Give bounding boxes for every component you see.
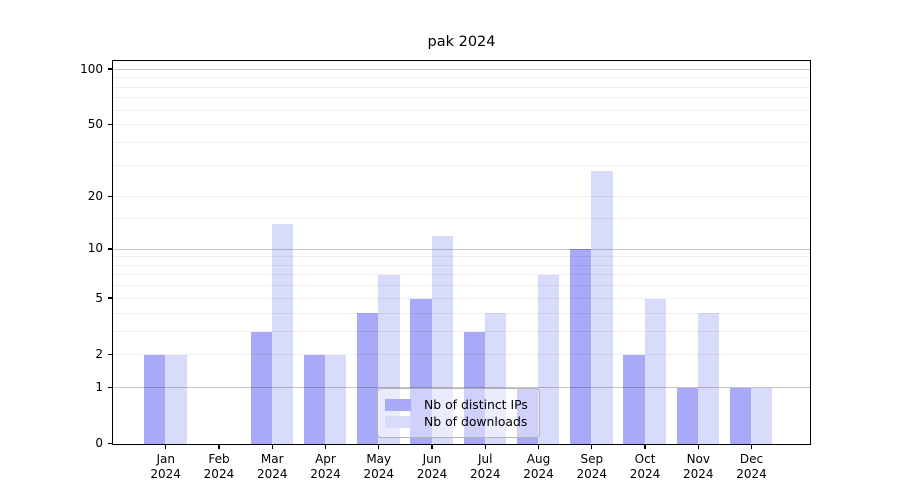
y-tick-100: [108, 68, 112, 70]
x-tick-jan: [165, 445, 167, 449]
gridline-minor-30: [113, 164, 810, 166]
bar-apr-downloads: [325, 354, 347, 444]
bar-jan-downloads: [165, 354, 187, 444]
gridline-minor-8: [113, 264, 810, 266]
y-tick-label-0: 0: [95, 436, 103, 451]
gridline-minor-3: [113, 330, 810, 332]
y-tick-50: [108, 123, 112, 126]
x-tick-aug: [537, 445, 540, 449]
x-tick-label-nov: Nov 2024: [683, 452, 714, 481]
y-tick-20: [108, 195, 112, 198]
bar-mar-distinct-ips: [250, 331, 272, 444]
x-tick-jul: [484, 445, 486, 449]
bar-sep-downloads: [591, 170, 613, 444]
x-tick-label-apr: Apr 2024: [310, 452, 341, 481]
y-tick-label-100: 100: [80, 61, 103, 76]
legend-row-distinct-ips: Nb of distinct IPs: [385, 396, 528, 413]
legend: Nb of distinct IPs Nb of downloads: [377, 388, 540, 438]
bar-jul-distinct-ips: [463, 331, 485, 444]
gridline-major-100: [113, 68, 810, 70]
bar-may-distinct-ips: [357, 313, 379, 444]
plot-area: [112, 60, 811, 445]
x-tick-oct: [644, 445, 646, 449]
legend-label-downloads: Nb of downloads: [424, 414, 528, 429]
gridline-minor-2: [113, 354, 810, 356]
x-tick-dec: [750, 445, 753, 449]
gridline-minor-5: [113, 297, 810, 299]
gridline-minor-70: [113, 97, 810, 99]
x-tick-label-oct: Oct 2024: [629, 452, 661, 481]
y-tick-label-2: 2: [95, 346, 103, 361]
x-tick-label-sep: Sep 2024: [576, 452, 608, 481]
x-tick-label-jul: Jul 2024: [469, 452, 501, 481]
x-tick-label-mar: Mar 2024: [256, 452, 288, 481]
bar-oct-distinct-ips: [623, 354, 645, 444]
x-tick-may: [378, 445, 380, 449]
bar-aug-distinct-ips: [516, 387, 539, 444]
y-tick-label-10: 10: [87, 241, 103, 256]
gridline-minor-80: [113, 86, 810, 88]
x-tick-label-dec: Dec 2024: [736, 452, 767, 481]
y-tick-2: [108, 353, 112, 356]
y-tick-label-5: 5: [95, 290, 103, 305]
gridline-minor-6: [113, 285, 810, 287]
legend-row-downloads: Nb of downloads: [385, 413, 528, 430]
x-tick-label-feb: Feb 2024: [203, 452, 235, 481]
gridline-minor-90: [113, 77, 810, 79]
gridline-major-10: [113, 248, 810, 250]
gridline-minor-4: [113, 312, 810, 314]
y-tick-1: [108, 386, 112, 389]
legend-label-distinct-ips: Nb of distinct IPs: [424, 397, 528, 412]
x-tick-label-may: May 2024: [363, 452, 394, 481]
gridline-minor-40: [113, 141, 810, 143]
gridline-major-1: [113, 386, 810, 388]
x-tick-label-jun: Jun 2024: [416, 452, 448, 481]
bar-mar-downloads: [271, 224, 294, 444]
y-tick-5: [108, 297, 112, 299]
x-tick-nov: [697, 445, 699, 449]
y-tick-label-1: 1: [95, 379, 103, 394]
gridline-minor-15: [113, 218, 810, 220]
gridline-minor-60: [113, 109, 810, 111]
x-tick-feb: [218, 445, 220, 449]
bar-jan-distinct-ips: [144, 354, 166, 444]
bar-dec-downloads: [751, 387, 773, 444]
x-tick-mar: [271, 445, 273, 449]
bar-jun-downloads: [431, 235, 453, 444]
bar-jun-distinct-ips: [410, 298, 432, 444]
x-tick-apr: [324, 445, 327, 449]
bar-apr-distinct-ips: [303, 354, 326, 444]
legend-swatch-distinct-ips: [385, 398, 411, 411]
legend-swatch-downloads: [385, 415, 411, 428]
bar-nov-distinct-ips: [676, 387, 698, 444]
y-tick-0: [108, 442, 112, 445]
x-tick-label-jan: Jan 2024: [150, 452, 181, 481]
bar-oct-downloads: [644, 298, 666, 444]
y-tick-10: [108, 248, 112, 250]
x-tick-sep: [591, 445, 593, 449]
gridline-minor-7: [113, 274, 810, 276]
y-tick-label-20: 20: [87, 189, 103, 204]
bar-dec-distinct-ips: [729, 387, 752, 444]
bar-sep-distinct-ips: [570, 249, 592, 444]
bar-aug-downloads: [538, 275, 560, 444]
bar-jul-downloads: [484, 313, 507, 444]
chart-title: pak 2024: [427, 34, 496, 50]
x-tick-jun: [431, 445, 433, 449]
y-tick-label-50: 50: [87, 117, 103, 131]
gridline-minor-20: [113, 196, 810, 198]
gridline-minor-9: [113, 256, 810, 258]
x-tick-label-aug: Aug 2024: [523, 452, 554, 481]
bar-nov-downloads: [697, 313, 720, 444]
gridline-minor-50: [113, 124, 810, 126]
